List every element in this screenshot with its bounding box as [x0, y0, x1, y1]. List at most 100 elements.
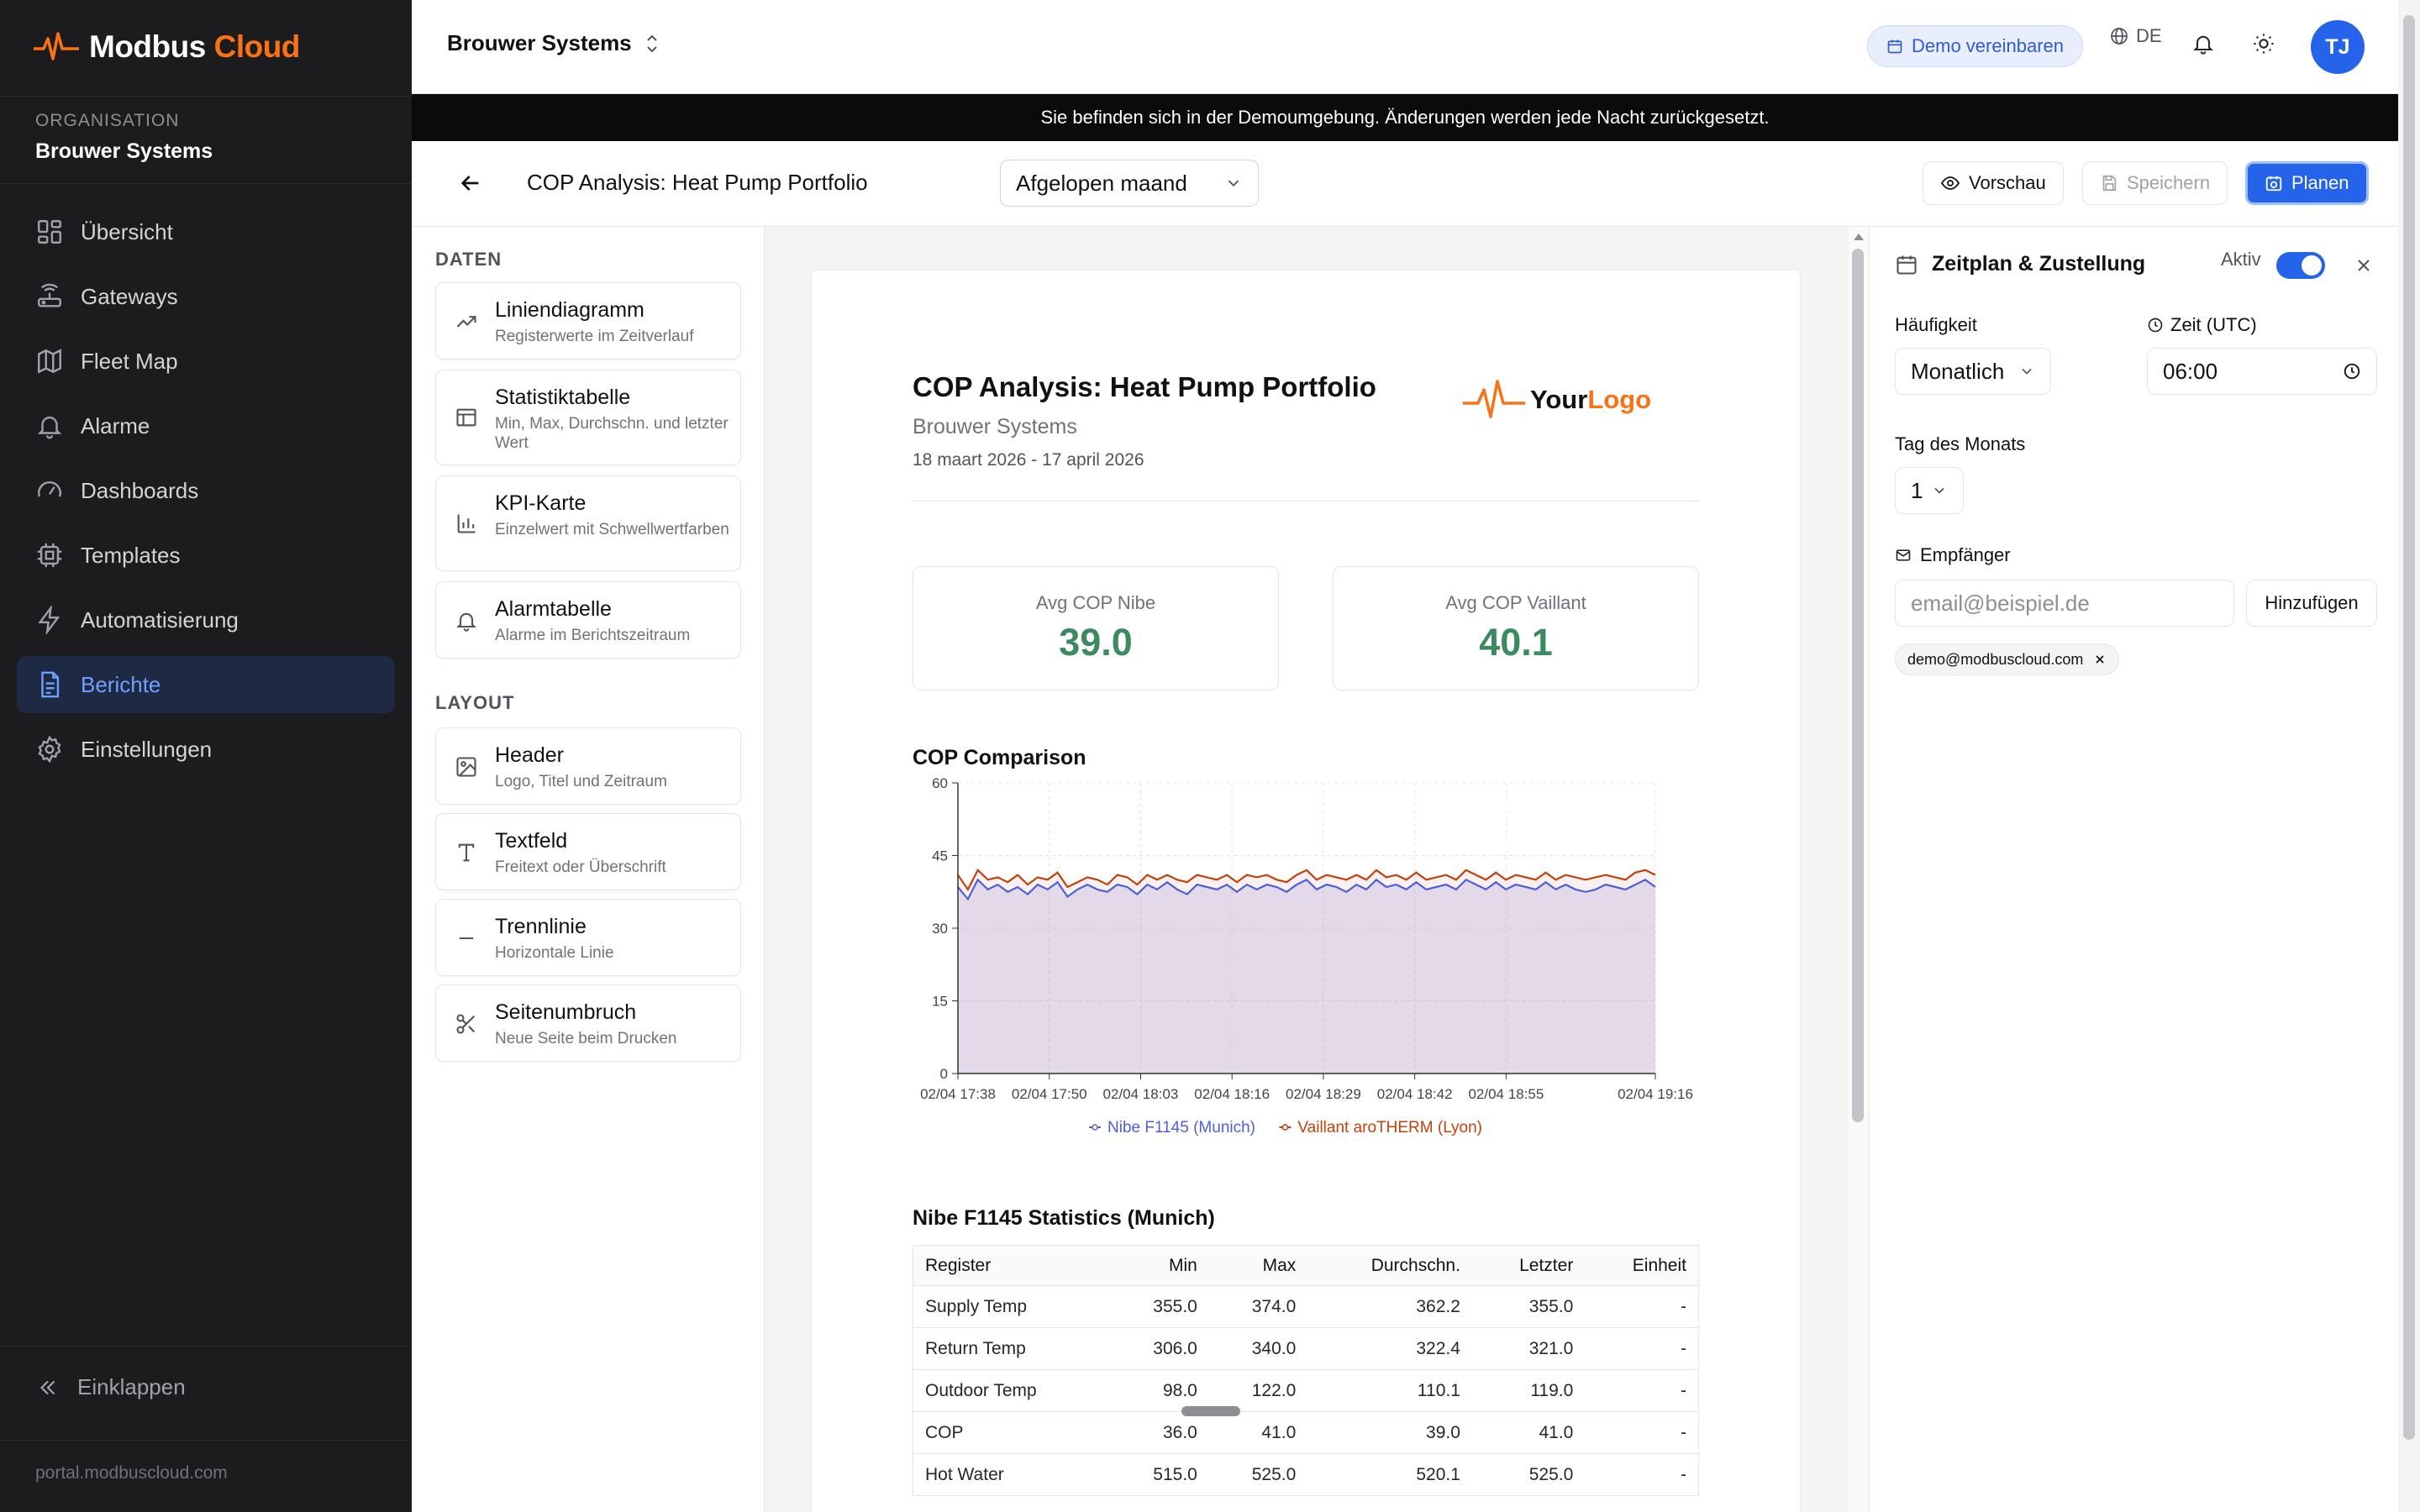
window-scrollbar[interactable] — [2398, 0, 2420, 1512]
palette-item-page-break[interactable]: Seitenumbruch Neue Seite beim Drucken — [435, 984, 741, 1062]
table-cell: Return Temp — [913, 1327, 1111, 1370]
chart-title: COP Comparison — [913, 746, 1086, 769]
sun-icon — [2254, 34, 2274, 54]
report-canvas: COP Analysis: Heat Pump Portfolio Brouwe… — [765, 227, 1849, 1512]
frequency-select[interactable]: Monatlich — [1895, 348, 2051, 395]
scissors-icon — [456, 1014, 476, 1034]
scroll-up-icon — [1854, 234, 1864, 240]
demo-button-label: Demo vereinbaren — [1912, 35, 2064, 56]
collapse-sidebar-button[interactable]: Einklappen — [35, 1374, 186, 1400]
x-tick-label: 02/04 19:16 — [1618, 1086, 1693, 1102]
collapse-label: Einklappen — [77, 1374, 186, 1399]
recipients-label: Empfänger — [1920, 544, 2011, 565]
series-area — [958, 869, 1655, 1074]
language-switcher[interactable]: DE — [2109, 25, 2162, 47]
palette-item-alarm-table[interactable]: Alarmtabelle Alarme im Berichtszeitraum — [435, 581, 741, 659]
sidebar-item-label: Gateways — [81, 283, 178, 309]
plan-button[interactable]: Planen — [2245, 161, 2369, 205]
palette-item-subtitle: Logo, Titel und Zeitraum — [495, 773, 667, 790]
sidebar-item-templates[interactable]: Templates — [17, 527, 395, 584]
table-cell: 340.0 — [1208, 1327, 1308, 1370]
y-tick-label: 15 — [932, 994, 948, 1010]
active-toggle[interactable] — [2276, 252, 2325, 279]
cop-line-chart[interactable]: 0 15 30 45 60 02/04 17:38 02/04 17:50 02/04 18:… — [896, 774, 1702, 1144]
canvas-scrollbar[interactable] — [1849, 227, 1869, 1512]
palette-item-textfield[interactable]: Textfeld Freitext oder Überschrift — [435, 813, 741, 890]
report-org: Brouwer Systems — [913, 415, 1077, 438]
preview-button[interactable]: Vorschau — [1923, 161, 2064, 205]
plan-label: Planen — [2291, 172, 2349, 193]
time-input[interactable]: 06:00 — [2147, 348, 2377, 395]
sidebar-item-label: Alarme — [81, 412, 150, 438]
table-cell: 110.1 — [1307, 1369, 1472, 1412]
back-button[interactable] — [457, 170, 484, 201]
period-value: Afgelopen maand — [1016, 170, 1187, 196]
sidebar-item-alarme[interactable]: Alarme — [17, 397, 395, 454]
bell-icon — [456, 612, 476, 632]
table-cell: Hot Water — [913, 1453, 1111, 1496]
kpi-card-vaillant[interactable]: Avg COP Vaillant 40.1 — [1333, 566, 1699, 690]
router-icon — [38, 283, 61, 307]
sidebar-item-automatisierung[interactable]: Automatisierung — [17, 591, 395, 648]
report-title[interactable]: COP Analysis: Heat Pump Portfolio — [913, 371, 1376, 402]
x-tick-label: 02/04 18:55 — [1468, 1086, 1544, 1102]
report-page: COP Analysis: Heat Pump Portfolio Brouwe… — [812, 270, 1800, 1512]
close-panel-button[interactable] — [2354, 255, 2374, 280]
sidebar-item-fleet-map[interactable]: Fleet Map — [17, 333, 395, 390]
table-cell: 306.0 — [1110, 1327, 1209, 1370]
palette-item-title: Header — [495, 743, 564, 767]
email-input[interactable] — [1895, 580, 2234, 627]
x-tick-label: 02/04 18:42 — [1377, 1086, 1453, 1102]
palette-item-stats-table[interactable]: Statistiktabelle Min, Max, Durchschn. un… — [435, 370, 741, 465]
day-value: 1 — [1911, 477, 1923, 503]
palette-item-subtitle: Registerwerte im Zeitverlauf — [495, 328, 694, 345]
table-cell: 321.0 — [1471, 1327, 1586, 1370]
palette-item-line-chart[interactable]: Liniendiagramm Registerwerte im Zeitverl… — [435, 282, 741, 360]
series-line — [957, 878, 1656, 901]
table-header-row: Register Min Max Durchschn. Letzter Einh… — [913, 1245, 1699, 1286]
table-cell: - — [1585, 1411, 1699, 1454]
palette-item-subtitle: Min, Max, Durchschn. und letzter Wert — [495, 415, 729, 452]
window-scrollbar-thumb[interactable] — [2403, 15, 2415, 1440]
scrollbar-thumb[interactable] — [1852, 249, 1864, 1122]
sidebar-item-gateways[interactable]: Gateways — [17, 268, 395, 325]
gauge-icon — [38, 481, 61, 497]
avatar[interactable]: TJ — [2311, 20, 2365, 74]
sidebar-item-einstellungen[interactable]: Einstellungen — [17, 721, 395, 778]
table-row: Return Temp 306.0 340.0 322.4 321.0- — [913, 1327, 1699, 1370]
legend-marker — [1281, 1124, 1289, 1131]
remove-recipient-icon[interactable] — [2093, 653, 2107, 666]
table-cell: 39.0 — [1307, 1411, 1472, 1454]
day-select[interactable]: 1 — [1895, 467, 1964, 514]
kpi-card-nibe[interactable]: Avg COP Nibe 39.0 — [913, 566, 1279, 690]
sidebar-item-uebersicht[interactable]: Übersicht — [17, 203, 395, 260]
report-logo[interactable]: YourLogo — [1463, 376, 1651, 423]
preview-label: Vorschau — [1969, 172, 2046, 193]
period-select[interactable]: Afgelopen maand — [1000, 160, 1259, 207]
notifications-button[interactable] — [2191, 32, 2215, 55]
palette-item-header[interactable]: Header Logo, Titel und Zeitraum — [435, 727, 741, 805]
drag-handle[interactable] — [1181, 1406, 1240, 1416]
save-button[interactable]: Speichern — [2082, 161, 2228, 205]
demo-schedule-button[interactable]: Demo vereinbaren — [1867, 25, 2083, 67]
palette-item-subtitle: Alarme im Berichtszeitraum — [495, 627, 691, 644]
sidebar-item-berichte[interactable]: Berichte — [17, 656, 395, 713]
bolt-icon — [38, 606, 60, 634]
legend-label: Nibe F1145 (Munich) — [1107, 1119, 1255, 1137]
palette-item-divider[interactable]: Trennlinie Horizontale Linie — [435, 899, 741, 976]
table-cell: 520.1 — [1307, 1453, 1472, 1496]
bell-icon — [37, 416, 62, 439]
sidebar-item-dashboards[interactable]: Dashboards — [17, 462, 395, 519]
org-label: ORGANISATION — [35, 111, 180, 130]
palette-item-kpi-card[interactable]: KPI-Karte Einzelwert mit Schwellwertfarb… — [435, 475, 741, 571]
org-switcher[interactable]: Brouwer Systems — [447, 30, 660, 56]
table-row: Supply Temp 355.0 374.0 362.2 355.0- — [913, 1285, 1699, 1328]
calendar-icon — [1897, 255, 1917, 275]
table-cell: - — [1585, 1369, 1699, 1412]
table-row: Outdoor Temp 98.0 122.0 110.1 119.0- — [913, 1369, 1699, 1412]
add-recipient-button[interactable]: Hinzufügen — [2246, 580, 2377, 627]
globe-icon — [2111, 28, 2128, 45]
stats-table-title: Nibe F1145 Statistics (Munich) — [913, 1206, 1215, 1230]
theme-toggle-button[interactable] — [2252, 32, 2275, 55]
app-logo[interactable]: Modbus Cloud — [34, 24, 300, 71]
